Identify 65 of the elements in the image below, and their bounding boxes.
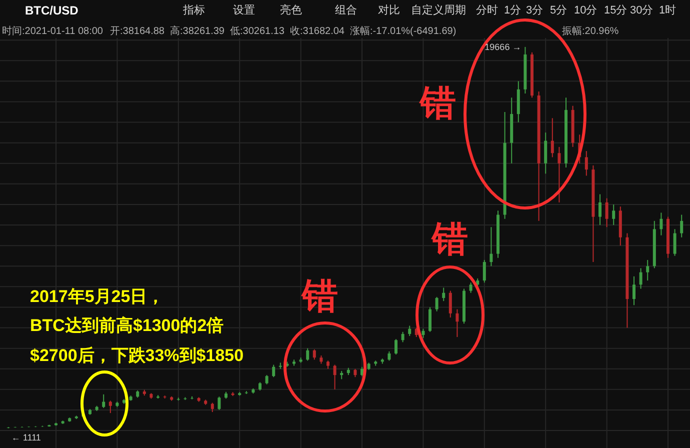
annotation: 开:38164.88 [110, 26, 165, 37]
candlestick [210, 402, 214, 413]
candlestick [435, 296, 438, 312]
candlestick [265, 374, 268, 385]
candlestick [408, 325, 412, 336]
candlestick [108, 400, 112, 414]
annotation: 3分 [526, 4, 544, 16]
annotation: 涨幅:-17.01%(-6491.69) [350, 25, 456, 37]
candlestick [544, 132, 548, 174]
candlestick [102, 394, 106, 408]
annotation: 振幅:20.96% [562, 25, 619, 37]
candlestick [598, 194, 602, 226]
annotation: 时间:2021-01-11 08:00 [2, 25, 104, 37]
candlestick [448, 290, 452, 318]
candlestick [312, 348, 316, 360]
candlestick [680, 214, 684, 238]
annotation: 指标 [182, 4, 205, 16]
annotation: 自定义周期 [411, 4, 466, 16]
annotation: 1时 [659, 4, 676, 16]
annotation: 19666 → [484, 42, 522, 52]
annotation: 1分 [504, 4, 522, 16]
annotation: 错 [430, 218, 468, 259]
candlestick [306, 348, 310, 362]
candlestick [605, 198, 608, 228]
candlestick [428, 306, 432, 332]
candlestick [584, 150, 588, 176]
candlestick [612, 204, 616, 226]
annotation: 分时 [476, 4, 498, 16]
candlestick [632, 276, 636, 306]
candlestick [218, 396, 221, 410]
annotation: 设置 [233, 4, 255, 16]
annotation: BTC达到前高$1300的2倍 [30, 316, 224, 335]
annotation: 组合 [335, 4, 357, 16]
annotation: 10分 [574, 4, 598, 16]
candlestick [639, 268, 642, 290]
annotation: 高:38261.39 [170, 25, 225, 37]
annotation: ← 1111 [11, 432, 41, 442]
candlestick [482, 259, 486, 284]
candlestick [422, 328, 425, 339]
candlestick [469, 282, 472, 294]
candlestick [394, 338, 398, 355]
annotation: 5分 [550, 4, 568, 16]
candlestick [333, 364, 336, 390]
candlestick [660, 212, 663, 236]
candlestick [388, 350, 391, 362]
annotation: 错 [300, 275, 338, 316]
candlestick [646, 259, 650, 282]
candlestick [550, 118, 554, 158]
candlestick [272, 364, 276, 378]
candlestick [401, 331, 404, 343]
annotation: 对比 [378, 4, 400, 16]
annotation: 15分 [604, 4, 628, 16]
annotation: 低:30261.13 [230, 26, 285, 37]
candlestick [558, 146, 561, 203]
annotation: 亮色 [280, 4, 302, 16]
candlestick [490, 226, 493, 267]
annotation: 30分 [630, 4, 654, 16]
annotation: 收:31682.04 [290, 26, 345, 37]
annotation: 错 [418, 82, 456, 123]
candlestick [442, 287, 446, 302]
chart-title: BTC/USD [25, 4, 79, 18]
annotation: 2017年5月25日， [30, 287, 164, 306]
candlestick [673, 228, 676, 256]
annotation: $2700后，下跌33%到$1850 [30, 346, 244, 365]
candlestick [456, 308, 459, 338]
